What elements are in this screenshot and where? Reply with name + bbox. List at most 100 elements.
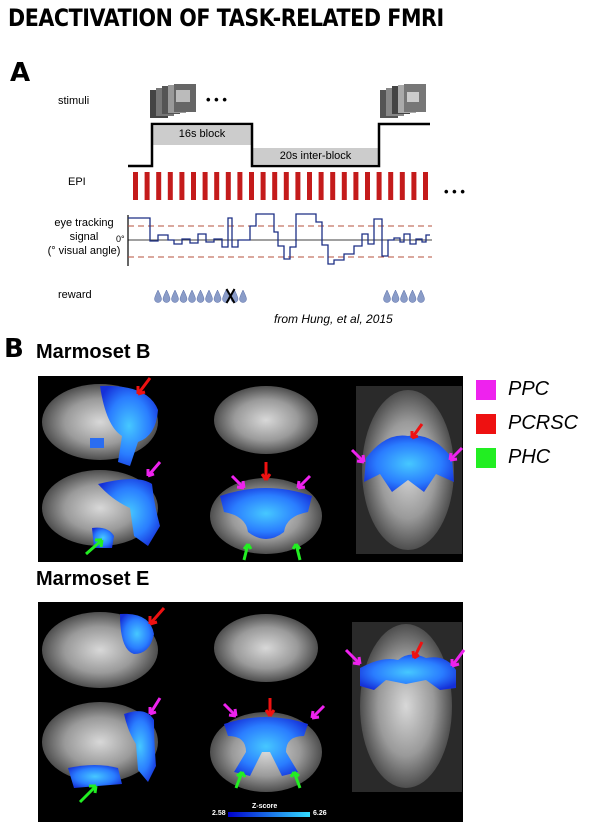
eye-trace [128,213,430,265]
epi-bar [376,172,382,200]
reward-drops [154,288,425,304]
epi-bar [167,172,173,200]
legend-pcrsc-label: PCRSC [508,412,579,434]
legend-ppc-label: PPC [508,378,550,400]
reward-drop-icon [196,289,205,303]
legend-ppc: PPC [476,378,549,401]
reward-drop-icon [162,289,171,303]
epi-bar [295,172,301,200]
epi-bar [191,172,196,200]
legend-phc: PHC [476,446,550,469]
reward-drop-icon [239,289,247,303]
arrow-ppc-b5 [448,446,464,462]
epi-bar [365,172,370,200]
stimulus-images-left [150,84,196,118]
arrow-ppc-b2 [230,474,246,490]
reward-drop-icon [188,289,196,303]
epi-bar [214,172,220,200]
epi-bar [260,172,266,200]
arrow-phc-b3 [291,543,302,561]
reward-drop-icon [391,289,400,303]
eye-tracking-plot [127,213,432,266]
marmoset-e-brain-slices [42,607,466,804]
subject-2-label: Marmoset E [36,568,150,590]
arrow-pcrsc-e2 [264,698,276,717]
citation: from Hung, et al, 2015 [274,312,393,326]
epi-bar [249,172,254,200]
arrow-phc-b2 [242,543,253,561]
epi-bar [237,172,243,200]
epi-bar [330,172,336,200]
stimuli-label: stimuli [58,95,90,107]
arrow-pcrsc-b2 [260,462,272,481]
arrow-phc-b1 [85,538,104,556]
colorbar-min: 2.58 [212,810,226,817]
reward-drop-icon [408,289,417,303]
colorbar-title: Z-score [252,803,278,810]
legend-ppc-swatch [476,379,496,400]
epi-bar [202,172,208,200]
epi-bar [341,172,347,200]
arrow-ppc-e4 [344,648,362,666]
epi-label: EPI [68,176,86,188]
marmoset-b-brain-slices [42,377,464,561]
epi-bar [283,172,289,200]
eye-label-3: (° visual angle) [47,245,121,257]
epi-bar [144,172,150,200]
legend-phc-swatch [476,447,496,468]
stimulus-block [152,126,252,145]
block-label: 16s block [178,128,226,140]
subject-1-label: Marmoset B [36,341,151,363]
panel-b-letter: B [4,334,24,364]
stimulus-images-right [380,84,426,118]
inter-block [252,148,379,164]
epi-bars [133,172,428,200]
panel-a-letter: A [10,58,31,88]
missed-reward-x-icon [225,288,236,304]
eye-label-2: signal [69,231,99,243]
epi-ellipsis: • • • [444,184,465,199]
reward-drop-icon [400,289,408,303]
reward-drop-icon [171,289,179,303]
arrow-pcrsc-e1 [148,607,166,626]
epi-bar [411,172,417,200]
reward-label: reward [58,289,92,301]
figure-title: DEACTIVATION OF TASK-RELATED FMRI [8,4,444,32]
zero-label: 0° [116,234,125,244]
epi-bar [318,172,324,200]
epi-bar [399,172,405,200]
epi-bar [133,172,138,200]
reward-drop-icon [213,289,222,303]
arrow-phc-e3 [289,770,302,789]
arrow-ppc-b4 [350,448,366,464]
reward-drop-icon [383,289,391,303]
reward-drop-icon [154,289,162,303]
arrow-ppc-e1 [148,697,162,716]
reward-drop-icon [205,289,213,303]
arrow-pcrsc-b3 [410,423,424,440]
reward-drop-icon [179,289,188,303]
epi-bar [353,172,359,200]
epi-bar [388,172,394,200]
epi-bar [156,172,162,200]
arrow-ppc-b3 [296,474,312,490]
reward-drop-icon [417,289,425,303]
arrow-ppc-e2 [222,702,238,718]
epi-bar [272,172,278,200]
stimuli-ellipsis: • • • [206,92,227,107]
arrow-phc-e2 [234,770,247,789]
legend-pcrsc: PCRSC [476,412,578,435]
eye-label-1: eye tracking [54,217,114,229]
epi-bar [179,172,185,200]
arrow-ppc-b1 [146,461,162,478]
epi-bar [307,172,312,200]
block-timing-diagram [128,122,430,168]
arrow-ppc-e5 [450,649,466,668]
epi-bar [423,172,428,200]
arrow-pcrsc-b1 [136,377,152,396]
interblock-label: 20s inter-block [279,150,352,162]
epi-bar [225,172,231,200]
colorbar-max: 6.26 [313,810,327,817]
arrow-ppc-e3 [310,704,326,720]
